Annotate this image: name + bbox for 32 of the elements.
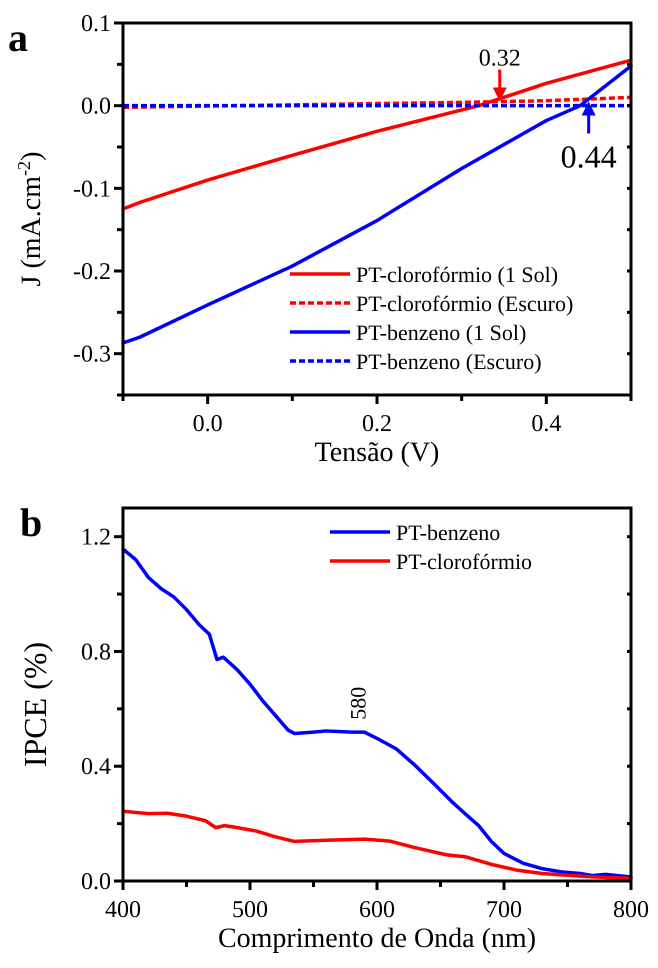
- y-tick-label: -0.2: [73, 259, 111, 285]
- x-tick-label: 0.2: [362, 411, 392, 437]
- y-tick-label: -0.3: [73, 342, 111, 368]
- x-axis-title: Comprimento de Onda (nm): [218, 923, 536, 954]
- legend-label: PT-clorofórmio: [396, 549, 532, 574]
- x-axis-title: Tensão (V): [314, 437, 440, 468]
- y-tick-label: 0.1: [81, 11, 111, 37]
- y-tick-label: 1.2: [81, 524, 111, 551]
- annotation: 580: [346, 686, 371, 720]
- x-tick-label: 0.4: [531, 411, 562, 437]
- x-tick-label: 0.0: [192, 411, 223, 437]
- chart-title: a: [8, 15, 28, 60]
- y-tick-label: -0.1: [73, 176, 111, 202]
- x-tick-label: 500: [232, 897, 268, 923]
- y-tick-label: 0.4: [81, 754, 111, 780]
- y-tick-label: 0.0: [81, 869, 111, 895]
- legend-label: PT-benzeno (Escuro): [356, 349, 542, 374]
- legend-label: PT-benzeno (1 Sol): [356, 320, 526, 345]
- y-tick-label: 0.8: [81, 639, 111, 666]
- x-tick-label: 600: [359, 897, 395, 923]
- x-tick-label: 400: [105, 897, 141, 923]
- chart-title: b: [20, 500, 42, 545]
- annotation: 0.32: [478, 46, 521, 72]
- x-tick-label: 700: [486, 897, 522, 923]
- y-tick-label: 0.0: [81, 94, 111, 120]
- legend-label: PT-benzeno: [396, 520, 500, 545]
- x-tick-label: 800: [613, 897, 649, 923]
- legend-label: PT-clorofórmio (1 Sol): [356, 262, 558, 287]
- line-series: [121, 64, 633, 345]
- y-axis-title: IPCE (%): [17, 642, 53, 768]
- legend-label: PT-clorofórmio (Escuro): [356, 291, 574, 316]
- annotation: 0.44: [560, 138, 617, 175]
